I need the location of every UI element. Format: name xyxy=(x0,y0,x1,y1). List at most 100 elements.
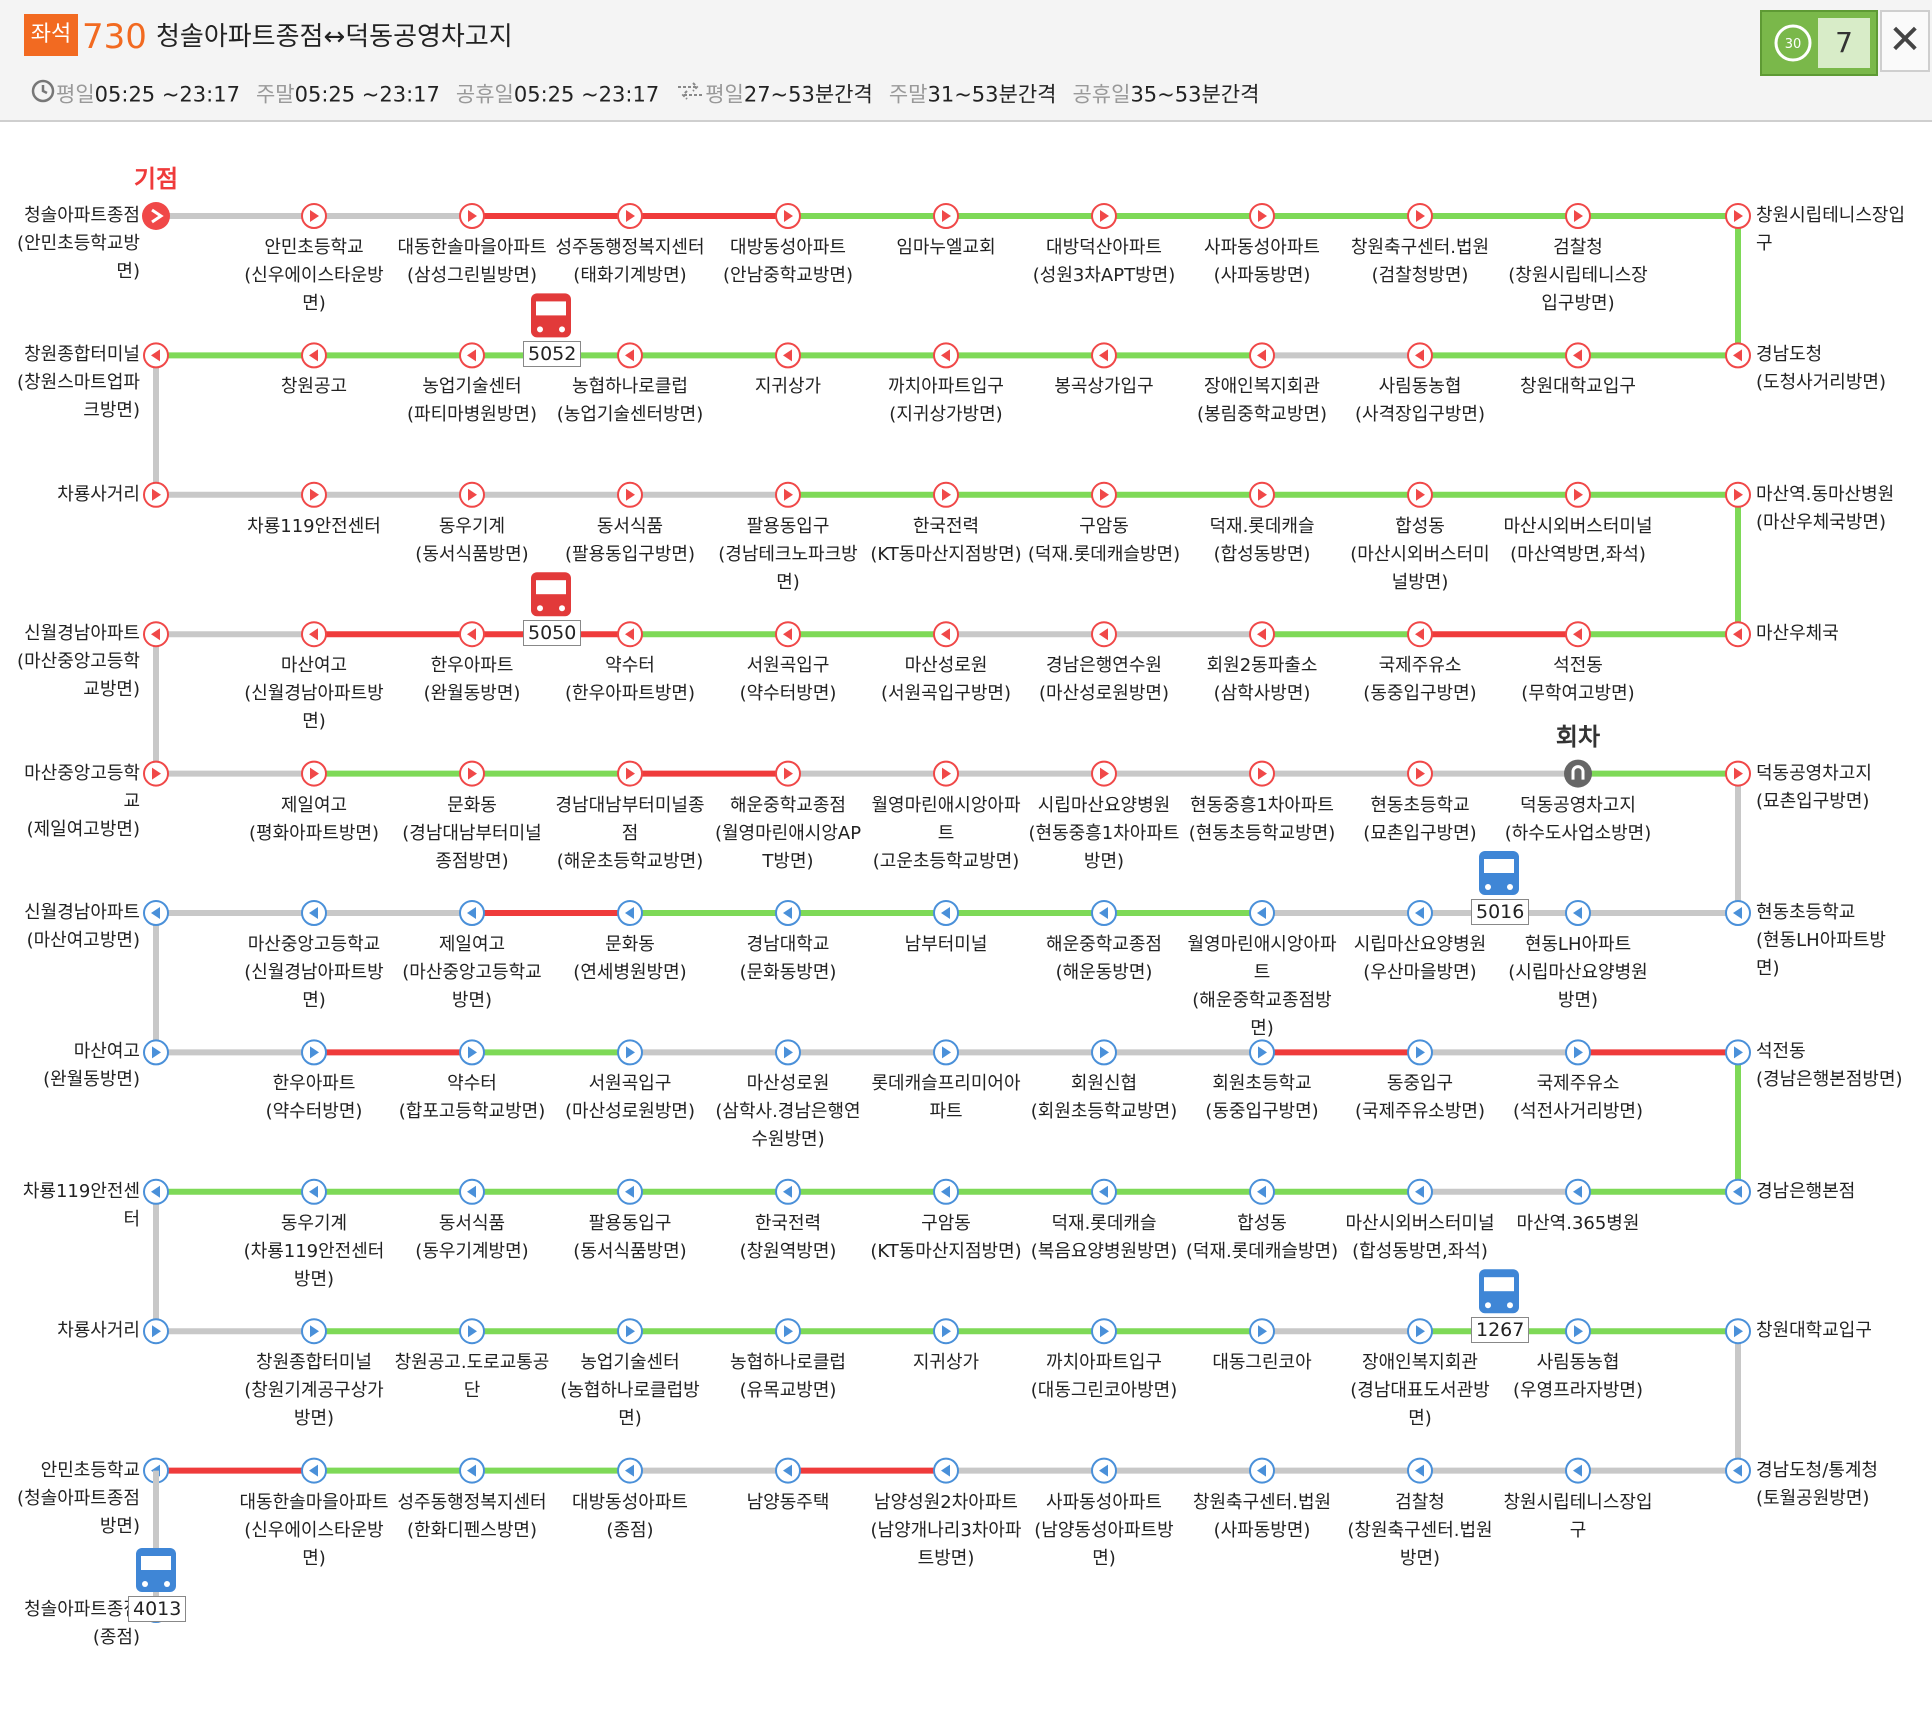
stop-label[interactable]: 덕재.롯데캐슬 (합성동방면) xyxy=(1209,515,1315,565)
stop-label-left[interactable]: 차룡사거리 xyxy=(57,1320,140,1342)
stop-label[interactable]: 봉곡상가입구 xyxy=(1054,376,1154,398)
stop-label[interactable]: 차룡119안전센터 xyxy=(247,515,381,537)
stop-label[interactable]: 대동그린코아 xyxy=(1212,1352,1312,1374)
bus-number[interactable]: 5050 xyxy=(523,620,581,647)
stop-label[interactable]: 문화동 (경남대남부터미널종점방면) xyxy=(402,794,542,872)
stop-label[interactable]: 현동LH아파트 (시립마산요양병원방면) xyxy=(1508,934,1648,1011)
stop-label[interactable]: 경남대남부터미널종점 (해운초등학교방면) xyxy=(555,794,705,872)
stop-label[interactable]: 사파동성아파트 (사파동방면) xyxy=(1204,237,1320,286)
stop-label[interactable]: 대동한솔마을아파트 (삼성그린빌방면) xyxy=(397,237,547,286)
stop-label-left[interactable]: 신월경남아파트 (마산여고방면) xyxy=(24,902,140,951)
stop-label[interactable]: 성주동행정복지센터 (한화디펜스방면) xyxy=(397,1491,547,1541)
stop-label[interactable]: 창원공고.도로교통공단 xyxy=(394,1352,550,1402)
stop-label[interactable]: 동우기계 (동서식품방면) xyxy=(415,515,529,565)
stop-label[interactable]: 약수터 (한우아파트방면) xyxy=(565,655,695,705)
stop-label[interactable]: 창원종합터미널 (창원기계공구상가방면) xyxy=(244,1352,384,1430)
stop-label[interactable]: 제일여고 (마산중앙고등학교방면) xyxy=(402,934,542,1011)
stop-label[interactable]: 까치아파트입구 (지귀상가방면) xyxy=(888,376,1004,426)
stop-label-right[interactable]: 마산우체국 xyxy=(1756,623,1839,645)
stop-label[interactable]: 팔용동입구 (경남테크노파크방면) xyxy=(718,515,858,593)
stop-label-right[interactable]: 덕동공영차고지 (묘촌입구방면) xyxy=(1756,762,1872,812)
stop-label[interactable]: 대방동성아파트 (종점) xyxy=(572,1491,688,1541)
stop-label[interactable]: 구암동 (KT동마산지점방면) xyxy=(870,1212,1022,1262)
stop-label[interactable]: 경남은행연수원 (마산성로원방면) xyxy=(1039,655,1169,705)
stop-label-right[interactable]: 창원시립테니스장입구 xyxy=(1756,205,1906,254)
stop-label[interactable]: 덕동공영차고지 (하수도사업소방면) xyxy=(1504,794,1652,844)
stop-label[interactable]: 장애인복지회관 (봉림중학교방면) xyxy=(1197,376,1327,426)
stop-label[interactable]: 까치아파트입구 (대동그린코아방면) xyxy=(1030,1352,1178,1402)
stop-label[interactable]: 한국전력 (KT동마산지점방면) xyxy=(870,515,1022,565)
stop-label[interactable]: 사파동성아파트 (남양동성아파트방면) xyxy=(1034,1491,1174,1569)
stop-label[interactable]: 동서식품 (팔용동입구방면) xyxy=(565,515,695,565)
stop-label[interactable]: 대방덕산아파트 (성원3차APT방면) xyxy=(1032,237,1176,286)
stop-label[interactable]: 지귀상가 xyxy=(754,376,822,398)
stop-label[interactable]: 창원축구센터.법원 (검찰청방면) xyxy=(1350,237,1490,286)
stop-label-final[interactable]: 청솔아파트종점 (종점) xyxy=(24,1599,140,1648)
stop-label[interactable]: 사림동농협 (우영프라자방면) xyxy=(1513,1352,1643,1402)
stop-label[interactable]: 한우아파트 (완월동방면) xyxy=(423,655,521,705)
close-button[interactable]: ✕ xyxy=(1880,10,1930,72)
stop-label-right[interactable]: 경남은행본점 xyxy=(1756,1180,1856,1202)
stop-label[interactable]: 마산중앙고등학교 (신월경남아파트방면) xyxy=(244,934,384,1011)
stop-label[interactable]: 장애인복지회관 (경남대표도서관방면) xyxy=(1350,1352,1490,1430)
stop-label[interactable]: 월영마린애시앙아파트 (고운초등학교방면) xyxy=(871,794,1021,872)
stop-label[interactable]: 성주동행정복지센터 (태화기계방면) xyxy=(555,237,705,286)
stop-label-left[interactable]: 창원종합터미널 (창원스마트업파크방면) xyxy=(17,344,140,422)
stop-label[interactable]: 동서식품 (동우기계방면) xyxy=(415,1212,529,1262)
stop-label-left[interactable]: 마산여고 (완월동방면) xyxy=(43,1041,140,1091)
stop-label[interactable]: 시립마산요양병원 (현동중흥1차아파트방면) xyxy=(1028,794,1180,872)
stop-label[interactable]: 롯데캐슬프리미어아파트 xyxy=(871,1073,1021,1123)
stop-label[interactable]: 회원초등학교 (동중입구방면) xyxy=(1205,1073,1319,1123)
stop-label[interactable]: 검찰청 (창원시립테니스장입구방면) xyxy=(1508,237,1648,314)
stop-label[interactable]: 합성동 (마산시외버스터미널방면) xyxy=(1350,515,1490,593)
stop-label-right[interactable]: 창원대학교입구 xyxy=(1756,1320,1872,1342)
stop-label-left[interactable]: 차룡사거리 xyxy=(57,483,140,505)
stop-label[interactable]: 창원축구센터.법원 (사파동방면) xyxy=(1192,1491,1332,1541)
stop-label[interactable]: 지귀상가 xyxy=(912,1352,980,1374)
stop-label[interactable]: 약수터 (합포고등학교방면) xyxy=(398,1073,546,1123)
stop-label[interactable]: 경남대학교 (문화동방면) xyxy=(739,934,837,983)
stop-label[interactable]: 현동중흥1차아파트 (현동초등학교방면) xyxy=(1188,794,1336,844)
stop-label[interactable]: 농업기술센터 (농협하나로클럽방면) xyxy=(560,1352,700,1430)
stop-label-left[interactable]: 신월경남아파트 (마산중앙고등학교방면) xyxy=(17,623,140,701)
stop-label-right[interactable]: 경남도청 (도청사거리방면) xyxy=(1756,344,1886,394)
bus-number[interactable]: 4013 xyxy=(128,1596,186,1622)
stop-label-right[interactable]: 석전동 (경남은행본점방면) xyxy=(1756,1041,1903,1091)
stop-label[interactable]: 석전동 (무학여고방면) xyxy=(1521,655,1635,705)
stop-label[interactable]: 임마누엘교회 xyxy=(896,237,996,258)
stop-label-right[interactable]: 현동초등학교 (현동LH아파트방면) xyxy=(1756,902,1886,979)
stop-label[interactable]: 동우기계 (차룡119안전센터방면) xyxy=(243,1212,385,1290)
stop-label-left[interactable]: 안민초등학교 (청솔아파트종점방면) xyxy=(17,1459,140,1537)
stop-label[interactable]: 팔용동입구 (동서식품방면) xyxy=(573,1212,687,1262)
stop-label[interactable]: 해운중학교종점 (월영마린애시앙APT방면) xyxy=(714,794,862,872)
stop-label[interactable]: 합성동 (덕재.롯데캐슬방면) xyxy=(1185,1212,1339,1262)
stop-label[interactable]: 사림동농협 (사격장입구방면) xyxy=(1355,376,1485,426)
bus-number[interactable]: 1267 xyxy=(1471,1317,1529,1344)
stop-label[interactable]: 남부터미널 xyxy=(904,934,988,955)
stop-label[interactable]: 마산시외버스터미널 (마산역방면,좌석) xyxy=(1503,515,1653,565)
stop-label[interactable]: 제일여고 (평화아파트방면) xyxy=(249,794,379,844)
stop-label[interactable]: 마산역.365병원 xyxy=(1516,1212,1640,1234)
stop-label-left[interactable]: 청솔아파트종점 (안민초등학교방면) xyxy=(17,205,140,282)
stop-label[interactable]: 월영마린애시앙아파트 (해운중학교종점방면) xyxy=(1187,934,1337,1039)
stop-label[interactable]: 서원곡입구 (약수터방면) xyxy=(739,655,837,705)
stop-label[interactable]: 마산시외버스터미널 (합성동방면,좌석) xyxy=(1345,1212,1495,1262)
stop-label[interactable]: 남양성원2차아파트 (남양개나리3차아파트방면) xyxy=(870,1491,1022,1569)
stop-label[interactable]: 마산성로원 (삼학사.경남은행연수원방면) xyxy=(715,1073,861,1151)
stop-label[interactable]: 창원시립테니스장입구 xyxy=(1503,1491,1653,1541)
stop-label[interactable]: 한우아파트 (약수터방면) xyxy=(265,1073,363,1123)
stop-label[interactable]: 창원공고 xyxy=(280,376,348,398)
stop-label[interactable]: 국제주유소 (동중입구방면) xyxy=(1363,655,1477,705)
stop-label[interactable]: 남양동주택 xyxy=(746,1491,830,1513)
stop-label[interactable]: 회원2동파출소 (삼학사방면) xyxy=(1206,655,1318,705)
stop-label[interactable]: 마산여고 (신월경남아파트방면) xyxy=(244,655,384,733)
stop-label[interactable]: 덕재.롯데캐슬 (복음요양병원방면) xyxy=(1030,1212,1178,1262)
stop-label[interactable]: 대방동성아파트 (안남중학교방면) xyxy=(723,237,853,286)
stop-label[interactable]: 농협하나로클럽 (유목교방면) xyxy=(730,1352,846,1402)
stop-label[interactable]: 대동한솔마을아파트 (신우에이스타운방면) xyxy=(239,1491,389,1569)
stop-label[interactable]: 창원대학교입구 xyxy=(1520,376,1636,398)
stop-label[interactable]: 한국전력 (창원역방면) xyxy=(739,1212,837,1262)
stop-label[interactable]: 구암동 (덕재.롯데캐슬방면) xyxy=(1027,515,1181,565)
bus-number[interactable]: 5052 xyxy=(523,341,581,368)
stop-label[interactable]: 안민초등학교 (신우에이스타운방면) xyxy=(244,237,384,314)
